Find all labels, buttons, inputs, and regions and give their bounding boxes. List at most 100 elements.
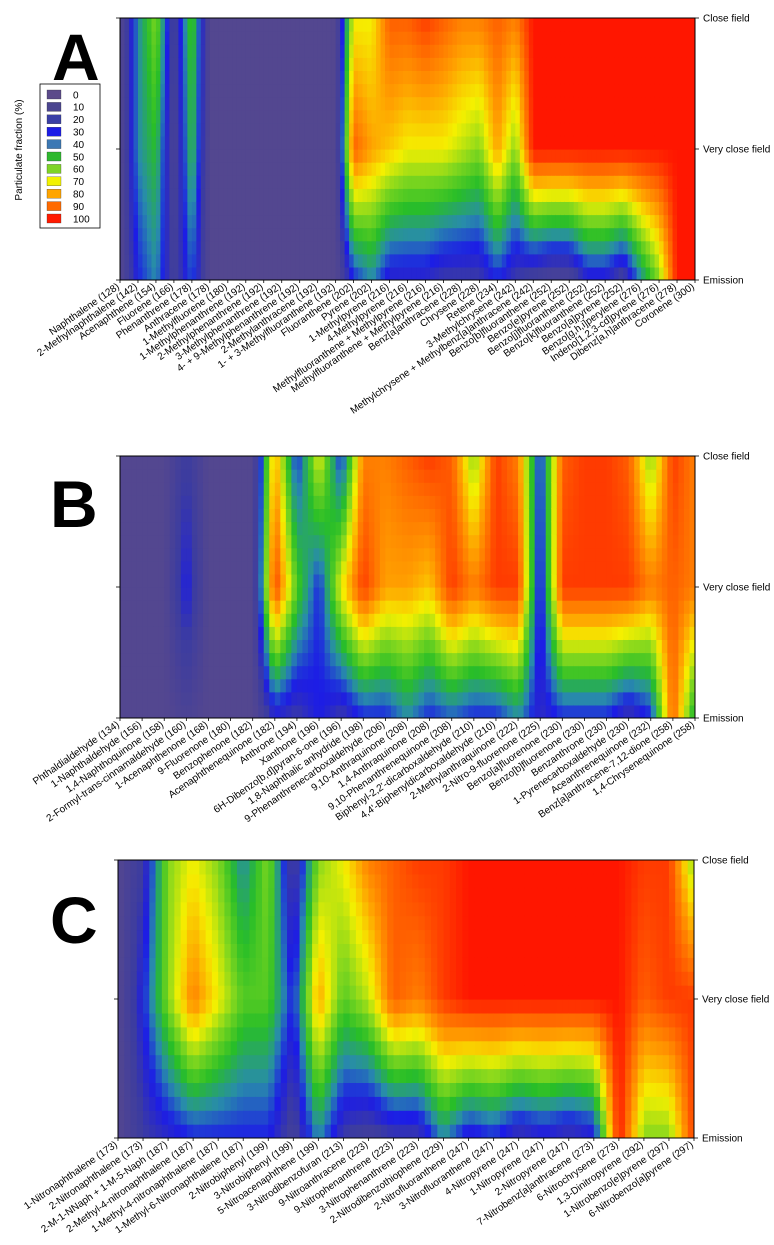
heatmap-cell	[390, 691, 398, 706]
heatmap-cell	[225, 547, 232, 562]
heatmap-cell	[322, 175, 328, 189]
heatmap-cell	[542, 253, 548, 268]
heatmap-cell	[218, 1124, 226, 1138]
heatmap-cell	[567, 560, 574, 575]
heatmap-cell	[197, 534, 204, 549]
heatmap-cell	[160, 240, 166, 255]
heatmap-cell	[186, 704, 193, 718]
heatmap-cell	[639, 613, 646, 627]
heatmap-cell	[418, 691, 425, 706]
heatmap-cell	[420, 135, 427, 150]
heatmap-cell	[308, 122, 314, 137]
heatmap-cell	[367, 122, 373, 137]
heatmap-cell	[130, 873, 138, 889]
heatmap-cell	[128, 122, 135, 137]
heatmap-cell	[219, 534, 226, 549]
heatmap-cell	[623, 652, 630, 667]
heatmap-cell	[169, 508, 176, 523]
heatmap-cell	[379, 704, 386, 718]
heatmap-cell	[296, 534, 304, 549]
heatmap-cell	[346, 587, 353, 601]
heatmap-cell	[124, 1096, 132, 1111]
panel-letter-b: B	[50, 467, 98, 541]
heatmap-cell	[555, 83, 561, 98]
heatmap-cell	[380, 227, 386, 242]
heatmap-cell	[540, 560, 547, 575]
heatmap-cell	[173, 122, 179, 137]
heatmap-cell	[440, 573, 447, 588]
heatmap-cell	[479, 227, 485, 242]
heatmap-cell	[479, 665, 486, 680]
heatmap-cell	[118, 1012, 125, 1028]
heatmap-cell	[551, 214, 557, 229]
heatmap-cell	[497, 96, 503, 111]
heatmap-cell	[612, 521, 619, 536]
heatmap-cell	[659, 96, 665, 111]
heatmap-cell	[326, 109, 332, 124]
heatmap-cell	[385, 613, 392, 627]
heatmap-cell	[291, 587, 298, 601]
heatmap-cell	[120, 122, 126, 137]
heatmap-cell	[591, 266, 597, 280]
heatmap-cell	[247, 573, 254, 588]
heatmap-cell	[161, 1082, 169, 1097]
heatmap-cell	[120, 587, 127, 601]
heatmap-cell	[142, 83, 148, 98]
heatmap-cell	[149, 1012, 157, 1028]
heatmap-cell	[413, 508, 420, 523]
heatmap-cell	[376, 149, 382, 163]
heatmap-cell	[304, 240, 310, 255]
heatmap-cell	[564, 149, 570, 163]
heatmap-cell	[213, 652, 221, 667]
heatmap-cell	[223, 227, 229, 242]
heatmap-cell	[169, 162, 175, 176]
heatmap-cell	[578, 122, 584, 137]
heatmap-cell	[362, 188, 368, 202]
heatmap-cell	[424, 652, 431, 667]
heatmap-cell	[512, 495, 519, 509]
heatmap-cell	[627, 266, 633, 280]
heatmap-cell	[438, 70, 445, 85]
heatmap-cell	[677, 44, 683, 58]
heatmap-cell	[551, 469, 558, 483]
heatmap-cell	[274, 456, 281, 470]
heatmap-cell	[390, 652, 398, 667]
heatmap-cell	[168, 999, 175, 1014]
heatmap-cell	[335, 534, 342, 549]
heatmap-cell	[205, 201, 211, 216]
heatmap-cell	[627, 109, 633, 124]
heatmap-cell	[290, 188, 296, 202]
heatmap-cell	[582, 253, 588, 268]
heatmap-cell	[523, 482, 530, 496]
heatmap-cell	[259, 109, 265, 124]
heatmap-cell	[209, 135, 215, 150]
heatmap-cell	[197, 482, 204, 496]
heatmap-cell	[277, 266, 283, 280]
heatmap-cell	[353, 122, 359, 137]
heatmap-cell	[623, 266, 629, 280]
heatmap-cell	[335, 96, 341, 111]
heatmap-cell	[258, 613, 265, 627]
heatmap-cell	[205, 188, 211, 202]
heatmap-cell	[368, 678, 375, 693]
heatmap-cell	[601, 639, 608, 654]
heatmap-cell	[376, 135, 382, 150]
heatmap-cell	[663, 109, 669, 124]
heatmap-cell	[317, 188, 323, 202]
heatmap-cell	[155, 188, 162, 202]
heatmap-cell	[457, 482, 464, 496]
heatmap-cell	[632, 227, 638, 242]
heatmap-cell	[286, 18, 292, 32]
heatmap-cell	[663, 57, 669, 71]
heatmap-cell	[304, 214, 310, 229]
heatmap-cell	[241, 175, 247, 189]
heatmap-cell	[435, 665, 442, 680]
heatmap-cell	[130, 985, 138, 1000]
heatmap-cell	[175, 560, 182, 575]
heatmap-cell	[205, 999, 213, 1014]
heatmap-cell	[236, 175, 242, 189]
heatmap-cell	[340, 44, 346, 58]
heatmap-cell	[164, 652, 171, 667]
heatmap-cell	[495, 587, 503, 601]
heatmap-cell	[650, 96, 656, 111]
